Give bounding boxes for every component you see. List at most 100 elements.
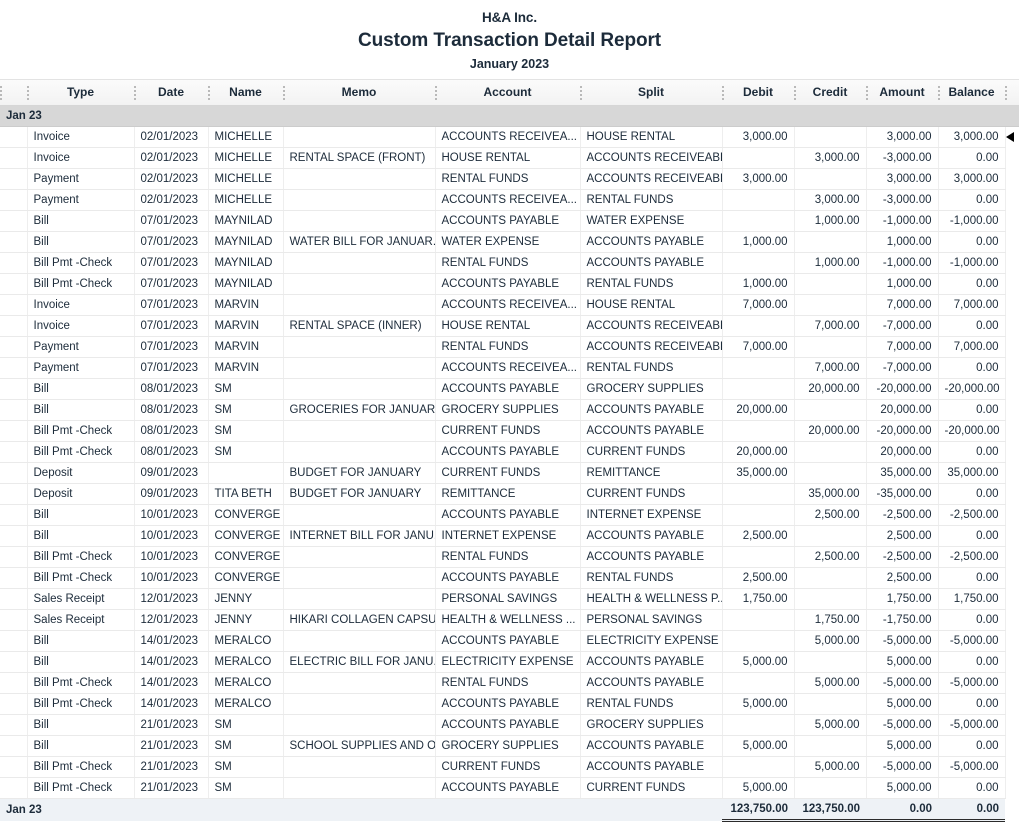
table-row[interactable]: Bill 07/01/2023 MAYNILAD WATER BILL FOR JAN…	[0, 231, 1019, 253]
table-row[interactable]: Bill 07/01/2023 MAYNILAD ACCOUNTS PAYABLE WA…	[0, 210, 1019, 232]
column-header-gutter[interactable]	[0, 79, 27, 106]
cell-memo: INTERNET BILL FOR JANU...	[283, 525, 436, 547]
column-header-balance[interactable]: Balance	[938, 79, 1005, 106]
table-row[interactable]: Bill 14/01/2023 MERALCO ELECTRIC BILL FOR J…	[0, 651, 1019, 673]
cell-credit: 1,000.00	[794, 210, 867, 232]
table-row[interactable]: Bill 21/01/2023 SM ACCOUNTS PAYABLE GROCERY …	[0, 714, 1019, 736]
cell-gutter	[0, 693, 28, 715]
cell-split: RENTAL FUNDS	[580, 357, 723, 379]
cell-amount: 35,000.00	[866, 462, 939, 484]
cell-memo	[283, 504, 436, 526]
cell-split: HOUSE RENTAL	[580, 126, 723, 148]
table-row[interactable]: Bill Pmt -Check 21/01/2023 SM ACCOUNTS PAYA…	[0, 777, 1019, 799]
cell-amount: -7,000.00	[866, 357, 939, 379]
cell-row-marker-slot	[1005, 147, 1019, 169]
table-row[interactable]: Invoice 02/01/2023 MICHELLE RENTAL SPACE (F…	[0, 147, 1019, 169]
cell-account: ACCOUNTS PAYABLE	[435, 630, 581, 652]
cell-balance: -20,000.00	[938, 420, 1006, 442]
table-row[interactable]: Bill 10/01/2023 CONVERGE ACCOUNTS PAYABLE IN…	[0, 504, 1019, 526]
cell-amount: -5,000.00	[866, 756, 939, 778]
cell-debit: 5,000.00	[722, 735, 795, 757]
table-row[interactable]: Bill Pmt -Check 14/01/2023 MERALCO RENTAL F…	[0, 672, 1019, 694]
table-footer: Jan 23 123,750.00 123,750.00 0.00 0.00	[0, 798, 1019, 822]
cell-debit	[722, 483, 795, 505]
cell-split: RENTAL FUNDS	[580, 693, 723, 715]
report-header: H&A Inc. Custom Transaction Detail Repor…	[0, 0, 1019, 73]
cell-account: GROCERY SUPPLIES	[435, 735, 581, 757]
table-row[interactable]: Bill 08/01/2023 SM ACCOUNTS PAYABLE GROCERY …	[0, 378, 1019, 400]
cell-name: CONVERGE	[208, 567, 284, 589]
table-row[interactable]: Bill 08/01/2023 SM GROCERIES FOR JANUARY GRO…	[0, 399, 1019, 421]
column-header-debit[interactable]: Debit	[722, 79, 794, 106]
column-header-date[interactable]: Date	[134, 79, 208, 106]
cell-name: MAYNILAD	[208, 210, 284, 232]
table-row[interactable]: Bill Pmt -Check 21/01/2023 SM CURRENT FUNDS…	[0, 756, 1019, 778]
table-row[interactable]: Bill 14/01/2023 MERALCO ACCOUNTS PAYABLE ELE…	[0, 630, 1019, 652]
cell-amount: 1,750.00	[866, 588, 939, 610]
total-amount: 0.00	[866, 798, 938, 822]
table-row[interactable]: Payment 02/01/2023 MICHELLE ACCOUNTS RECEIV…	[0, 189, 1019, 211]
table-row[interactable]: Payment 07/01/2023 MARVIN ACCOUNTS RECEIVEA…	[0, 357, 1019, 379]
cell-balance: 0.00	[938, 609, 1006, 631]
cell-split: GROCERY SUPPLIES	[580, 378, 723, 400]
cell-debit: 1,000.00	[722, 231, 795, 253]
cell-row-marker-slot	[1005, 546, 1019, 568]
cell-debit	[722, 546, 795, 568]
table-row[interactable]: Bill 10/01/2023 CONVERGE INTERNET BILL FOR …	[0, 525, 1019, 547]
cell-account: HOUSE RENTAL	[435, 147, 581, 169]
cell-account: ACCOUNTS PAYABLE	[435, 441, 581, 463]
cell-split: ACCOUNTS RECEIVEABLE	[580, 168, 723, 190]
cell-account: INTERNET EXPENSE	[435, 525, 581, 547]
cell-memo	[283, 126, 436, 148]
cell-row-marker-slot	[1005, 777, 1019, 799]
column-header-split[interactable]: Split	[580, 79, 722, 106]
cell-debit: 20,000.00	[722, 399, 795, 421]
column-header-tail[interactable]	[1005, 79, 1019, 106]
cell-gutter	[0, 441, 28, 463]
cell-amount: -35,000.00	[866, 483, 939, 505]
cell-date: 21/01/2023	[134, 714, 209, 736]
cell-memo	[283, 756, 436, 778]
cell-type: Bill Pmt -Check	[27, 420, 135, 442]
cell-name: MICHELLE	[208, 147, 284, 169]
cell-gutter	[0, 294, 28, 316]
table-row[interactable]: Bill Pmt -Check 08/01/2023 SM ACCOUNTS PAYA…	[0, 441, 1019, 463]
table-row[interactable]: Payment 07/01/2023 MARVIN RENTAL FUNDS ACCOU…	[0, 336, 1019, 358]
table-row[interactable]: Invoice 07/01/2023 MARVIN ACCOUNTS RECEIVEA…	[0, 294, 1019, 316]
cell-account: ACCOUNTS PAYABLE	[435, 210, 581, 232]
column-header-memo[interactable]: Memo	[283, 79, 435, 106]
cell-account: ACCOUNTS PAYABLE	[435, 567, 581, 589]
table-row[interactable]: Deposit 09/01/2023 TITA BETH BUDGET FOR JAN…	[0, 483, 1019, 505]
table-row[interactable]: Sales Receipt 12/01/2023 JENNY PERSONAL SAV…	[0, 588, 1019, 610]
cell-memo: BUDGET FOR JANUARY	[283, 462, 436, 484]
table-row[interactable]: Deposit 09/01/2023 BUDGET FOR JANUARY CURRE…	[0, 462, 1019, 484]
table-row[interactable]: Invoice 07/01/2023 MARVIN RENTAL SPACE (INN…	[0, 315, 1019, 337]
cell-gutter	[0, 462, 28, 484]
cell-balance: -20,000.00	[938, 378, 1006, 400]
cell-account: RENTAL FUNDS	[435, 252, 581, 274]
table-row[interactable]: Bill Pmt -Check 08/01/2023 SM CURRENT FUNDS…	[0, 420, 1019, 442]
table-row[interactable]: Bill Pmt -Check 14/01/2023 MERALCO ACCOUNTS…	[0, 693, 1019, 715]
cell-amount: -1,000.00	[866, 252, 939, 274]
table-row[interactable]: Bill Pmt -Check 10/01/2023 CONVERGE RENTAL …	[0, 546, 1019, 568]
cell-name: SM	[208, 714, 284, 736]
table-row[interactable]: Payment 02/01/2023 MICHELLE RENTAL FUNDS ACC…	[0, 168, 1019, 190]
cell-account: ACCOUNTS PAYABLE	[435, 378, 581, 400]
column-header-account[interactable]: Account	[435, 79, 580, 106]
column-header-credit[interactable]: Credit	[794, 79, 866, 106]
column-header-amount[interactable]: Amount	[866, 79, 938, 106]
table-row[interactable]: Invoice 02/01/2023 MICHELLE ACCOUNTS RECEIV…	[0, 126, 1019, 148]
cell-credit: 7,000.00	[794, 357, 867, 379]
column-header-type[interactable]: Type	[27, 79, 134, 106]
table-row[interactable]: Bill 21/01/2023 SM SCHOOL SUPPLIES AND O...…	[0, 735, 1019, 757]
cell-credit	[794, 336, 867, 358]
cell-type: Sales Receipt	[27, 609, 135, 631]
table-header: Type Date Name Memo Account Split Debit …	[0, 79, 1019, 106]
cell-date: 02/01/2023	[134, 189, 209, 211]
table-row[interactable]: Bill Pmt -Check 07/01/2023 MAYNILAD RENTAL …	[0, 252, 1019, 274]
table-row[interactable]: Bill Pmt -Check 07/01/2023 MAYNILAD ACCOUNT…	[0, 273, 1019, 295]
column-header-name[interactable]: Name	[208, 79, 283, 106]
table-row[interactable]: Sales Receipt 12/01/2023 JENNY HIKARI COLLA…	[0, 609, 1019, 631]
cell-split: PERSONAL SAVINGS	[580, 609, 723, 631]
table-row[interactable]: Bill Pmt -Check 10/01/2023 CONVERGE ACCOUNT…	[0, 567, 1019, 589]
